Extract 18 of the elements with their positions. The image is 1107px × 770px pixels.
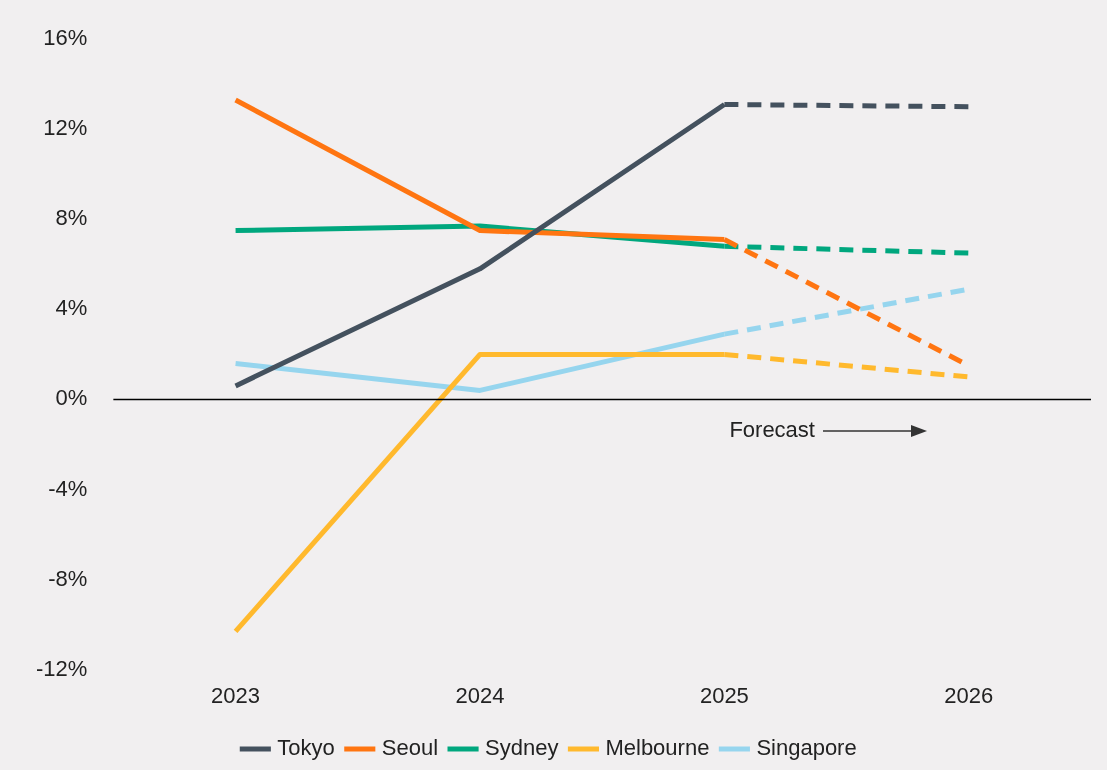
legend-label: Melbourne xyxy=(605,735,710,761)
y-tick-label: -4% xyxy=(48,475,88,501)
legend-label: Seoul xyxy=(381,735,439,761)
x-tick-label: 2023 xyxy=(211,682,261,708)
y-tick-label: 0% xyxy=(55,385,88,411)
y-tick-label: 4% xyxy=(55,295,88,321)
x-tick-label: 2026 xyxy=(944,682,994,708)
annotation: Forecast xyxy=(729,417,815,443)
legend-label: Singapore xyxy=(756,735,857,761)
legend-label: Tokyo xyxy=(277,735,335,761)
y-tick-label: 8% xyxy=(55,205,88,231)
legend-label: Sydney xyxy=(485,735,559,761)
x-tick-label: 2025 xyxy=(699,682,749,708)
y-tick-label: -8% xyxy=(48,565,88,591)
y-tick-label: 16% xyxy=(43,25,88,51)
y-tick-label: -12% xyxy=(36,655,88,681)
y-tick-label: 12% xyxy=(43,115,88,141)
x-tick-label: 2024 xyxy=(455,682,505,708)
